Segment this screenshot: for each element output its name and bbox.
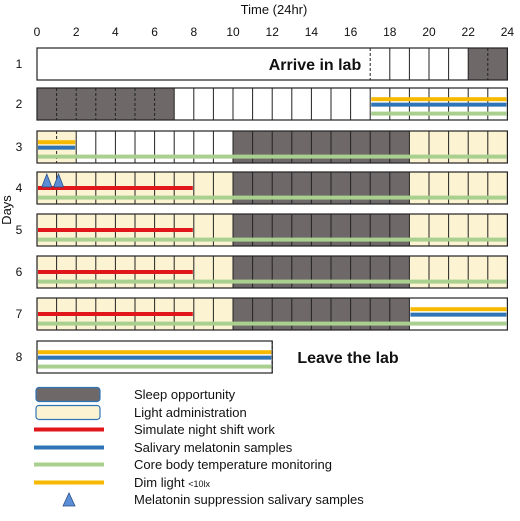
sleep-legend-symbol — [35, 386, 101, 403]
day-row: 2 — [16, 87, 508, 121]
legend-item: Simulate night shift work — [30, 421, 510, 439]
core-temp-bar — [38, 237, 507, 242]
light-legend-symbol — [35, 404, 101, 420]
day-frame — [36, 297, 508, 331]
hour-tick-label: 4 — [112, 25, 119, 39]
dim-light-bar — [371, 97, 507, 102]
legend-item: Salivary melatonin samples — [30, 439, 510, 457]
night-shift-legend-symbol — [34, 427, 104, 432]
night-shift-bar — [38, 186, 193, 190]
melatonin-legend-symbol — [34, 445, 104, 449]
night-shift-bar — [38, 312, 193, 316]
legend-item: Light administration — [30, 404, 510, 422]
core-temp-bar — [38, 154, 507, 159]
core-temp-legend-symbol — [34, 462, 104, 467]
dim-light-legend-symbol — [34, 480, 104, 484]
day-frame — [36, 340, 273, 374]
melatonin-bar — [371, 102, 507, 107]
day-frame — [36, 130, 508, 164]
suppression-legend-symbol — [62, 492, 76, 507]
night-shift-bar — [38, 270, 193, 274]
legend: Sleep opportunity Light administration Sim… — [30, 386, 510, 509]
legend-item: Melatonin suppression salivary samples — [30, 491, 510, 509]
hour-tick-label: 18 — [383, 25, 397, 39]
hour-tick-label: 8 — [190, 25, 197, 39]
hour-tick-label: 24 — [501, 25, 515, 39]
legend-label: Simulate night shift work — [134, 422, 275, 437]
core-temp-bar — [38, 279, 507, 284]
hour-tick-label: 22 — [462, 25, 476, 39]
legend-label: Sleep opportunity — [134, 387, 236, 402]
hour-tick-label: 14 — [305, 25, 319, 39]
core-temp-bar — [38, 195, 507, 200]
day-frame — [36, 87, 508, 121]
day-frame — [36, 171, 508, 205]
core-temp-bar — [38, 321, 507, 326]
legend-label: Light administration — [134, 404, 247, 420]
melatonin-bar — [38, 355, 272, 360]
legend-label: Dim light <10lx — [134, 474, 210, 490]
core-temp-bar — [371, 111, 507, 116]
day-label: 8 — [16, 350, 23, 364]
hour-ticks: 0 2 4 6 8 10 12 14 16 18 20 22 24 — [34, 25, 515, 39]
hour-tick-label: 6 — [151, 25, 158, 39]
day-row: 1 Arrive in lab — [16, 47, 508, 81]
hour-tick-label: 2 — [73, 25, 80, 39]
day-label: 6 — [16, 265, 23, 279]
time-axis-title: Time (24hr) — [241, 2, 308, 17]
day-label: 5 — [16, 223, 23, 237]
hour-tick-label: 12 — [266, 25, 280, 39]
hour-tick-label: 10 — [226, 25, 240, 39]
legend-label-sub: <10lx — [188, 478, 210, 489]
day-row: 6 — [16, 255, 508, 289]
day-label: 2 — [16, 97, 23, 111]
day-frame — [36, 255, 508, 289]
night-shift-bar — [38, 228, 193, 232]
melatonin-bar — [410, 312, 507, 317]
legend-label: Salivary melatonin samples — [134, 439, 293, 455]
day-row: 4 — [16, 171, 508, 205]
day-row: 3 — [16, 130, 508, 164]
day-label: 3 — [16, 140, 23, 154]
dim-light-bar — [410, 307, 507, 312]
legend-label: Melatonin suppression salivary samples — [134, 492, 364, 507]
suppression-sample-marker — [52, 172, 65, 188]
dim-light-bar — [38, 140, 76, 145]
day-label: 1 — [16, 57, 23, 71]
day-annotation: Leave the lab — [297, 350, 399, 367]
legend-item: Dim light <10lx — [30, 474, 510, 492]
day-rows: 1 Arrive in lab 2 3 4 5 6 7 8 Leave the lab — [16, 47, 508, 374]
legend-item: Sleep opportunity — [30, 386, 510, 404]
legend-label: Core body temperature monitoring — [134, 457, 332, 472]
day-frame — [36, 47, 508, 81]
sleep-block — [37, 88, 175, 120]
legend-item: Core body temperature monitoring — [30, 456, 510, 474]
hour-tick-label: 20 — [422, 25, 436, 39]
dim-light-bar — [38, 350, 272, 355]
melatonin-bar — [38, 145, 76, 150]
day-label: 7 — [16, 307, 23, 321]
day-frame — [36, 213, 508, 247]
day-row: 7 — [16, 297, 508, 331]
day-row: 5 — [16, 213, 508, 247]
hour-tick-label: 16 — [344, 25, 358, 39]
hour-tick-label: 0 — [34, 25, 41, 39]
day-label: 4 — [16, 181, 23, 195]
suppression-sample-marker — [41, 172, 53, 188]
day-row: 8 Leave the lab — [16, 340, 399, 374]
days-axis-label: Days — [0, 195, 14, 225]
day-annotation: Arrive in lab — [269, 57, 362, 74]
core-temp-bar — [38, 364, 272, 369]
